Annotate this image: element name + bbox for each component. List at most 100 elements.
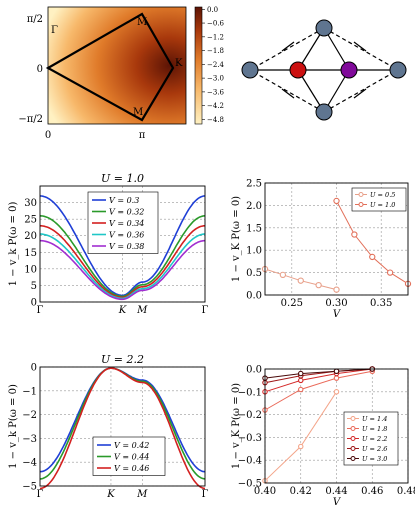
legend-marker — [350, 446, 356, 451]
lattice-node-purple — [340, 61, 358, 79]
x-tick-label: 0.48 — [397, 486, 415, 497]
legend-marker — [350, 416, 356, 421]
legend-label: V = 0.36 — [109, 231, 144, 240]
y-tick-label: 15 — [24, 248, 37, 259]
u1-band-plot: 0 5 10 15 20 25 30 Γ K M Γ U = 1.0 1 − v_k P(ω = 0) V… — [8, 172, 209, 316]
bond — [249, 27, 325, 71]
data-point — [333, 197, 340, 205]
plot-frame — [39, 185, 206, 303]
y-tick-label: 10 — [24, 264, 37, 275]
plot-title: U = 2.2 — [101, 353, 144, 366]
path-label-k: K — [175, 58, 183, 69]
series-line — [39, 195, 206, 297]
data-point — [333, 375, 340, 381]
data-point — [297, 277, 304, 284]
y-tick-label: −0.3 — [238, 433, 262, 444]
colorbar-tick-label: −1.2 — [207, 33, 224, 41]
series-line — [264, 368, 373, 379]
x-tick-label: Γ — [37, 489, 44, 500]
colorbar-ticks: 0.0 −0.6 −1.2 −1.8 −2.4 −3.0 −3.6 −4.2 −4.8 — [202, 6, 225, 124]
plot-frame — [264, 182, 409, 296]
y-tick-label: −4 — [22, 458, 37, 469]
legend-label: U = 3.0 — [362, 455, 387, 463]
y-tick-label: 2.5 — [246, 179, 262, 190]
legend-box — [87, 191, 159, 254]
x-tick-label: 0.25 — [281, 298, 303, 309]
legend-label: U = 1.0 — [370, 201, 395, 209]
legend-label: V = 0.42 — [114, 441, 149, 450]
bond — [353, 88, 367, 99]
data-point — [333, 389, 340, 395]
colorbar-tick-label: −3.6 — [207, 88, 225, 96]
legend-box — [351, 187, 407, 212]
data-point — [369, 253, 376, 261]
x-tick-label: M — [136, 305, 148, 316]
bond — [323, 27, 399, 71]
bz-path — [45, 12, 175, 122]
lattice-node-right — [389, 61, 407, 79]
colorbar-tick-label: −3.0 — [207, 75, 224, 83]
series-line — [39, 215, 206, 298]
series-line — [264, 370, 373, 411]
colorbar-tick-label: −4.2 — [207, 102, 224, 110]
x-tick-label: 0.40 — [254, 486, 276, 497]
path-label-m-bottom: M — [133, 107, 143, 118]
y-tick-label: −0.2 — [238, 410, 262, 421]
legend-label: U = 2.6 — [362, 445, 387, 453]
y-tick-label: 0.0 — [246, 291, 262, 302]
legend-label: U = 1.4 — [362, 415, 387, 423]
x-tick-label: Γ — [37, 305, 44, 316]
lattice-node-left — [241, 61, 259, 79]
lattice-node-top — [315, 19, 333, 37]
colorbar — [194, 6, 203, 125]
lattice-node-red — [289, 61, 307, 79]
legend-label: V = 0.44 — [114, 453, 149, 462]
u1-scatter-plot: 0.0 0.5 1.0 1.5 2.0 2.5 0.25 0.30 0.35 V 1 − v_K P… — [231, 179, 412, 320]
y-axis-label: 1 − v_k P(ω = 0) — [8, 384, 19, 469]
x-axis-label: V — [333, 309, 342, 320]
x-tick-label: K — [106, 489, 115, 500]
heatmap-xtick-0: 0 — [45, 130, 51, 141]
series-line — [40, 239, 205, 301]
y-tick-label: 1.0 — [246, 246, 262, 257]
y-tick-label: 0 — [31, 363, 37, 374]
y-tick-label: −0.5 — [238, 479, 262, 490]
legend-label: U = 2.2 — [362, 435, 387, 443]
series-line — [40, 225, 205, 299]
y-axis-label: 1 − v_K P(ω = 0) — [231, 196, 242, 282]
path-label-m-top: M — [137, 17, 147, 28]
colorbar-tick-label: −4.8 — [207, 116, 224, 124]
y-tick-label: −3 — [22, 434, 37, 445]
heatmap-ytick-top: π/2 — [27, 14, 43, 25]
plot-title: U = 1.0 — [101, 172, 144, 185]
u2-band-plot: 0−1−2−3−4−5Γ K M ΓU = 2.21 − v_k P(ω = 0) V … — [8, 353, 209, 500]
colorbar-tick-label: −1.8 — [207, 47, 224, 55]
y-axis-label: 1 − v_K P(ω = 0) — [231, 383, 242, 469]
y-tick-label: 2.0 — [246, 201, 262, 212]
data-point — [351, 231, 358, 238]
x-tick-label: Γ — [202, 305, 209, 316]
legend-marker — [358, 192, 364, 197]
y-tick-label: −2 — [22, 410, 37, 421]
x-tick-label: 0.35 — [370, 298, 392, 309]
series-line — [264, 368, 373, 393]
path-label-gamma: Γ — [51, 25, 58, 36]
x-tick-label: K — [118, 305, 127, 316]
y-tick-label: 1.5 — [246, 223, 262, 234]
colorbar-tick-label: −0.6 — [207, 20, 225, 28]
legend-label: V = 0.38 — [109, 242, 144, 251]
data-point — [297, 386, 304, 393]
bond — [353, 41, 367, 52]
heatmap-panel: Γ M K M π/2 0 −π/2 0 π 0.0 −0.6 −1.2 −1.8 −2… — [18, 6, 224, 141]
y-tick-label: 0.0 — [246, 365, 262, 376]
legend-marker — [350, 436, 356, 441]
y-tick-label: 0.5 — [246, 268, 262, 279]
legend-marker — [358, 202, 364, 207]
data-point — [297, 370, 304, 377]
bond — [323, 69, 399, 113]
y-tick-label: −1 — [22, 386, 37, 397]
y-tick-label: 0 — [31, 298, 37, 309]
bond — [281, 41, 295, 52]
colorbar-tick-label: −2.4 — [207, 61, 225, 69]
